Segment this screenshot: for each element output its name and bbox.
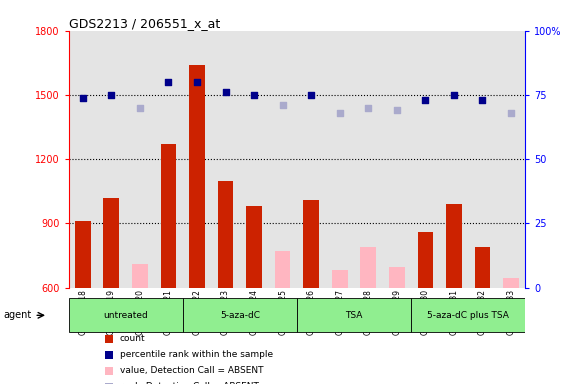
Text: TSA: TSA (345, 311, 363, 320)
Bar (383, 31, 411, 288)
Bar (411, 298, 525, 332)
Bar (211, 31, 240, 288)
Bar (440, 31, 468, 288)
Bar (246, 206, 262, 288)
Bar (105, 367, 113, 375)
Bar (468, 31, 497, 288)
Bar (97, 31, 126, 288)
Point (392, 107, 401, 113)
Point (506, 110, 516, 116)
Bar (332, 270, 348, 288)
Bar (154, 31, 183, 288)
Text: percentile rank within the sample: percentile rank within the sample (120, 350, 273, 359)
Bar (189, 65, 205, 288)
Bar (268, 31, 297, 288)
Text: 5-aza-dC: 5-aza-dC (220, 311, 260, 320)
Bar (126, 31, 154, 288)
Point (78, 94, 87, 101)
Point (107, 92, 116, 98)
Bar (105, 383, 113, 384)
Point (478, 97, 487, 103)
Point (449, 92, 459, 98)
Point (364, 105, 373, 111)
Bar (183, 298, 297, 332)
Bar (275, 251, 291, 288)
Bar (75, 221, 91, 288)
Text: 5-aza-dC plus TSA: 5-aza-dC plus TSA (427, 311, 509, 320)
Bar (160, 144, 176, 288)
Bar (325, 31, 354, 288)
Bar (389, 267, 405, 288)
Text: value, Detection Call = ABSENT: value, Detection Call = ABSENT (120, 366, 263, 375)
Bar (417, 232, 433, 288)
Bar (297, 298, 411, 332)
Bar (360, 247, 376, 288)
Bar (105, 351, 113, 359)
Bar (132, 264, 148, 288)
Bar (218, 180, 234, 288)
Bar (103, 198, 119, 288)
Point (221, 89, 230, 96)
Bar (503, 278, 519, 288)
Bar (411, 31, 440, 288)
Point (278, 102, 287, 108)
Point (164, 79, 173, 85)
Point (192, 79, 202, 85)
Bar (446, 204, 462, 288)
Text: count: count (120, 334, 146, 343)
Text: untreated: untreated (103, 311, 148, 320)
Text: rank, Detection Call = ABSENT: rank, Detection Call = ABSENT (120, 382, 259, 384)
Point (250, 92, 259, 98)
Bar (354, 31, 383, 288)
Bar (183, 31, 211, 288)
Bar (105, 334, 113, 343)
Bar (69, 31, 97, 288)
Text: agent: agent (4, 310, 32, 320)
Point (421, 97, 430, 103)
Bar (69, 298, 183, 332)
Point (135, 105, 144, 111)
Bar (497, 31, 525, 288)
Bar (475, 247, 490, 288)
Text: GDS2213 / 206551_x_at: GDS2213 / 206551_x_at (69, 17, 220, 30)
Bar (297, 31, 325, 288)
Bar (240, 31, 268, 288)
Point (335, 110, 344, 116)
Point (307, 92, 316, 98)
Bar (303, 200, 319, 288)
